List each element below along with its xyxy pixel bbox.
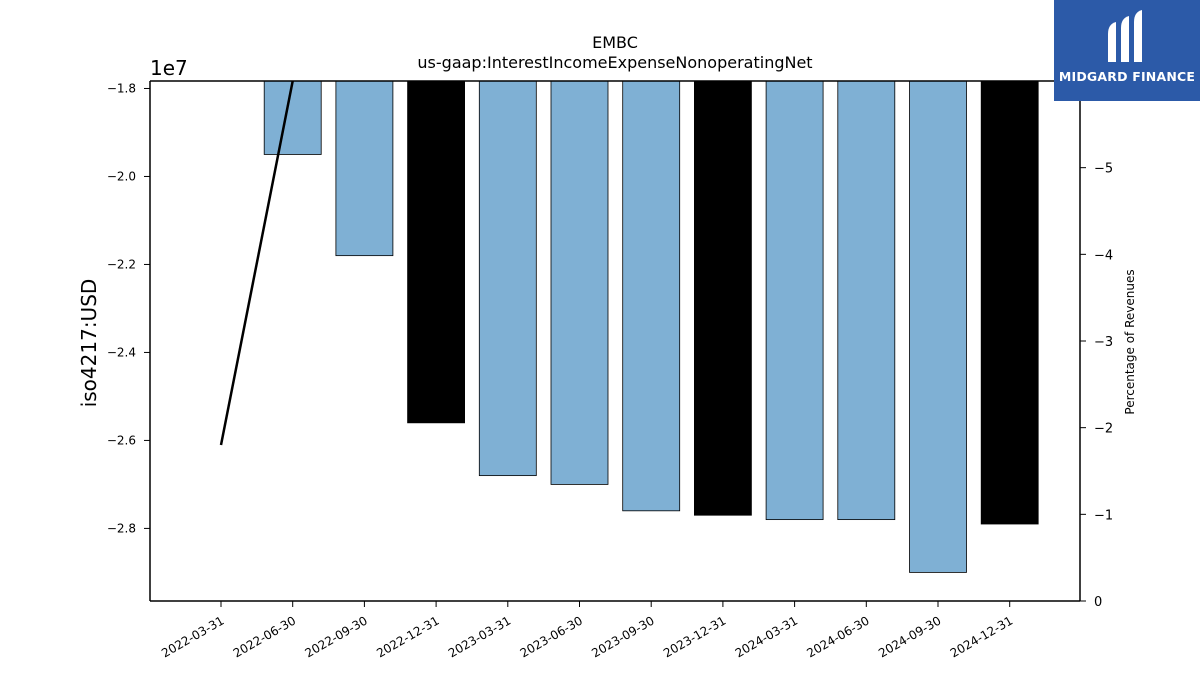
bar-2023-06-30 [550, 80, 609, 485]
bar-2024-09-30 [909, 80, 967, 573]
bar-2023-12-31 [694, 80, 752, 516]
y-tick-label: −2.4 [107, 345, 136, 359]
x-tick-label: 2023-09-30 [589, 613, 656, 660]
x-tick-label: 2024-06-30 [804, 613, 871, 660]
y-tick-label: −2.0 [107, 169, 136, 183]
y2-tick-label: −4 [1094, 248, 1113, 263]
y2-tick-label: 0 [1094, 595, 1102, 610]
bars-group [263, 80, 1039, 573]
y2-tick-label: −5 [1094, 162, 1113, 177]
bar-2024-12-31 [980, 80, 1039, 525]
x-tick-label: 2023-12-31 [661, 613, 728, 660]
y-axis-label: iso4217:USD [77, 279, 101, 408]
bar-2022-09-30 [335, 80, 394, 257]
y-tick-label: −2.6 [107, 433, 136, 447]
bar-2022-12-31 [407, 80, 466, 424]
x-tick-label: 2022-09-30 [302, 613, 369, 660]
bar-2023-09-30 [622, 80, 681, 512]
bar-2023-03-31 [478, 80, 537, 477]
y2-tick-label: −1 [1094, 508, 1113, 523]
y2-tick-label: −3 [1094, 335, 1113, 350]
bar-2024-03-31 [765, 80, 824, 521]
y-tick-label: −2.8 [107, 521, 136, 535]
y-tick-label: −1.8 [107, 81, 136, 95]
y-tick-label: −2.2 [107, 257, 136, 271]
line-group [219, 81, 294, 446]
y-offset-label: 1e7 [150, 56, 188, 80]
x-tick-label: 2022-06-30 [231, 613, 298, 660]
chart-title: EMBC [592, 33, 638, 52]
logo-text: MIDGARD FINANCE [1058, 69, 1196, 84]
x-tick-label: 2023-06-30 [518, 613, 585, 660]
y2-axis-label: Percentage of Revenues [1123, 269, 1137, 414]
x-tick-label: 2024-09-30 [876, 613, 943, 660]
x-tick-label: 2024-03-31 [733, 613, 800, 660]
brand-logo: MIDGARD FINANCE [1054, 0, 1200, 101]
midgard-logo-icon [1108, 10, 1142, 62]
x-tick-label: 2022-03-31 [159, 613, 226, 660]
x-tick-label: 2022-12-31 [374, 613, 441, 660]
y2-tick-label: −2 [1094, 422, 1113, 437]
x-tick-label: 2023-03-31 [446, 613, 513, 660]
bar-2022-06-30 [263, 80, 322, 155]
x-tick-label: 2024-12-31 [948, 613, 1015, 660]
bar-2024-06-30 [837, 80, 896, 521]
chart-subtitle: us-gaap:InterestIncomeExpenseNonoperatin… [417, 53, 812, 72]
revenue-pct-line [219, 81, 294, 446]
